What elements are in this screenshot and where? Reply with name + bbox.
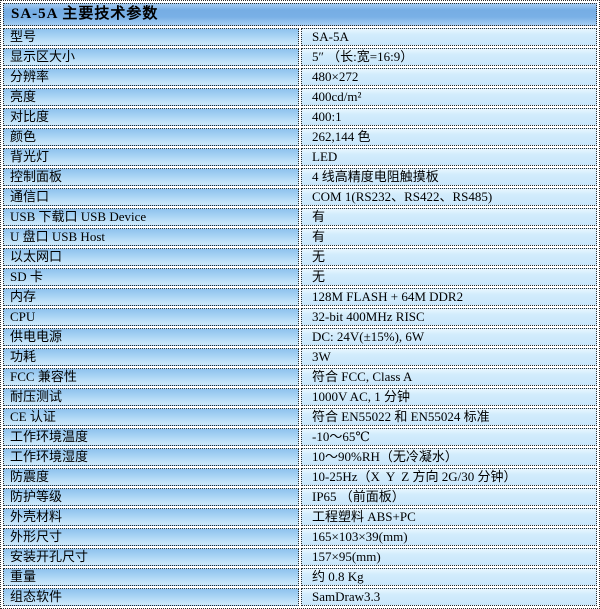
table-row: 耐压测试 1000V AC, 1 分钟 xyxy=(3,388,597,406)
spec-row-label: 防护等级 xyxy=(3,488,299,506)
spec-row-label: 组态软件 xyxy=(3,588,299,606)
spec-row-value: 10～90%RH（无冷凝水） xyxy=(301,448,597,466)
spec-row-value: SA-5A xyxy=(301,28,597,46)
table-row: FCC 兼容性 符合 FCC, Class A xyxy=(3,368,597,386)
spec-row-value: DC: 24V(±15%), 6W xyxy=(301,328,597,346)
table-row: 对比度 400:1 xyxy=(3,108,597,126)
spec-row-value: 1000V AC, 1 分钟 xyxy=(301,388,597,406)
table-row: 颜色 262,144 色 xyxy=(3,128,597,146)
spec-row-label: U 盘口 USB Host xyxy=(3,228,299,246)
spec-row-value: 128M FLASH + 64M DDR2 xyxy=(301,288,597,306)
spec-row-value: 无 xyxy=(301,268,597,286)
spec-row-value: 4 线高精度电阻触摸板 xyxy=(301,168,597,186)
table-row: 功耗 3W xyxy=(3,348,597,366)
table-title: SA-5A 主要技术参数 xyxy=(3,3,597,26)
table-row: U 盘口 USB Host 有 xyxy=(3,228,597,246)
spec-row-label: 分辨率 xyxy=(3,68,299,86)
spec-row-label: 亮度 xyxy=(3,88,299,106)
table-row: 组态软件 SamDraw3.3 xyxy=(3,588,597,606)
spec-row-label: 防震度 xyxy=(3,468,299,486)
spec-row-value: 有 xyxy=(301,208,597,226)
spec-row-label: 颜色 xyxy=(3,128,299,146)
spec-row-value: 无 xyxy=(301,248,597,266)
table-row: 供电电源 DC: 24V(±15%), 6W xyxy=(3,328,597,346)
table-row: 分辨率 480×272 xyxy=(3,68,597,86)
spec-row-label: 安装开孔尺寸 xyxy=(3,548,299,566)
spec-row-value: 5″ （长:宽=16:9） xyxy=(301,48,597,66)
spec-row-value: 480×272 xyxy=(301,68,597,86)
spec-row-value: 262,144 色 xyxy=(301,128,597,146)
table-row: 以太网口无 xyxy=(3,248,597,266)
table-row: 防震度 10-25Hz（X Y Z 方向 2G/30 分钟） xyxy=(3,468,597,486)
table-row: 背光灯 LED xyxy=(3,148,597,166)
spec-row-value: IP65 （前面板） xyxy=(301,488,597,506)
spec-row-label: 工作环境温度 xyxy=(3,428,299,446)
spec-row-label: 重量 xyxy=(3,568,299,586)
spec-row-value: 有 xyxy=(301,228,597,246)
table-header-row: SA-5A 主要技术参数 xyxy=(3,3,597,26)
spec-row-label: 供电电源 xyxy=(3,328,299,346)
spec-row-label: 以太网口 xyxy=(3,248,299,266)
spec-row-value: 32-bit 400MHz RISC xyxy=(301,308,597,326)
spec-row-label: 型号 xyxy=(3,28,299,46)
table-row: SD 卡无 xyxy=(3,268,597,286)
spec-row-value: 157×95(mm) xyxy=(301,548,597,566)
spec-row-label: 外形尺寸 xyxy=(3,528,299,546)
spec-row-label: FCC 兼容性 xyxy=(3,368,299,386)
table-row: 内存 128M FLASH + 64M DDR2 xyxy=(3,288,597,306)
table-row: 显示区大小 5″ （长:宽=16:9） xyxy=(3,48,597,66)
spec-row-value: LED xyxy=(301,148,597,166)
spec-row-label: 对比度 xyxy=(3,108,299,126)
spec-row-value: SamDraw3.3 xyxy=(301,588,597,606)
spec-row-value: 约 0.8 Kg xyxy=(301,568,597,586)
table-row: 工作环境湿度 10～90%RH（无冷凝水） xyxy=(3,448,597,466)
spec-row-label: 外壳材料 xyxy=(3,508,299,526)
table-row: 防护等级 IP65 （前面板） xyxy=(3,488,597,506)
table-row: 外形尺寸 165×103×39(mm) xyxy=(3,528,597,546)
spec-row-label: 功耗 xyxy=(3,348,299,366)
spec-row-value: 165×103×39(mm) xyxy=(301,528,597,546)
spec-row-label: USB 下载口 USB Device xyxy=(3,208,299,226)
spec-row-label: 背光灯 xyxy=(3,148,299,166)
spec-row-label: 工作环境湿度 xyxy=(3,448,299,466)
spec-row-value: 400cd/m² xyxy=(301,88,597,106)
spec-row-label: 耐压测试 xyxy=(3,388,299,406)
table-row: 安装开孔尺寸 157×95(mm) xyxy=(3,548,597,566)
table-row: 通信口 COM 1(RS232、RS422、RS485) xyxy=(3,188,597,206)
spec-row-value: 符合 EN55022 和 EN55024 标准 xyxy=(301,408,597,426)
table-row: 外壳材料 工程塑料 ABS+PC xyxy=(3,508,597,526)
spec-row-label: 内存 xyxy=(3,288,299,306)
table-row: USB 下载口 USB Device 有 xyxy=(3,208,597,226)
table-row: 亮度 400cd/m² xyxy=(3,88,597,106)
spec-row-value: 符合 FCC, Class A xyxy=(301,368,597,386)
table-row: 控制面板 4 线高精度电阻触摸板 xyxy=(3,168,597,186)
spec-row-value: 工程塑料 ABS+PC xyxy=(301,508,597,526)
spec-row-label: 控制面板 xyxy=(3,168,299,186)
spec-row-label: CE 认证 xyxy=(3,408,299,426)
spec-row-value: COM 1(RS232、RS422、RS485) xyxy=(301,188,597,206)
spec-row-value: 10-25Hz（X Y Z 方向 2G/30 分钟） xyxy=(301,468,597,486)
spec-row-label: 显示区大小 xyxy=(3,48,299,66)
table-row: CPU 32-bit 400MHz RISC xyxy=(3,308,597,326)
table-row: 型号 SA-5A xyxy=(3,28,597,46)
spec-row-value: 400:1 xyxy=(301,108,597,126)
spec-row-value: 3W xyxy=(301,348,597,366)
spec-row-value: -10～65℃ xyxy=(301,428,597,446)
table-row: 工作环境温度 -10～65℃ xyxy=(3,428,597,446)
spec-row-label: SD 卡 xyxy=(3,268,299,286)
table-row: 重量约 0.8 Kg xyxy=(3,568,597,586)
spec-row-label: 通信口 xyxy=(3,188,299,206)
spec-row-label: CPU xyxy=(3,308,299,326)
table-row: CE 认证 符合 EN55022 和 EN55024 标准 xyxy=(3,408,597,426)
